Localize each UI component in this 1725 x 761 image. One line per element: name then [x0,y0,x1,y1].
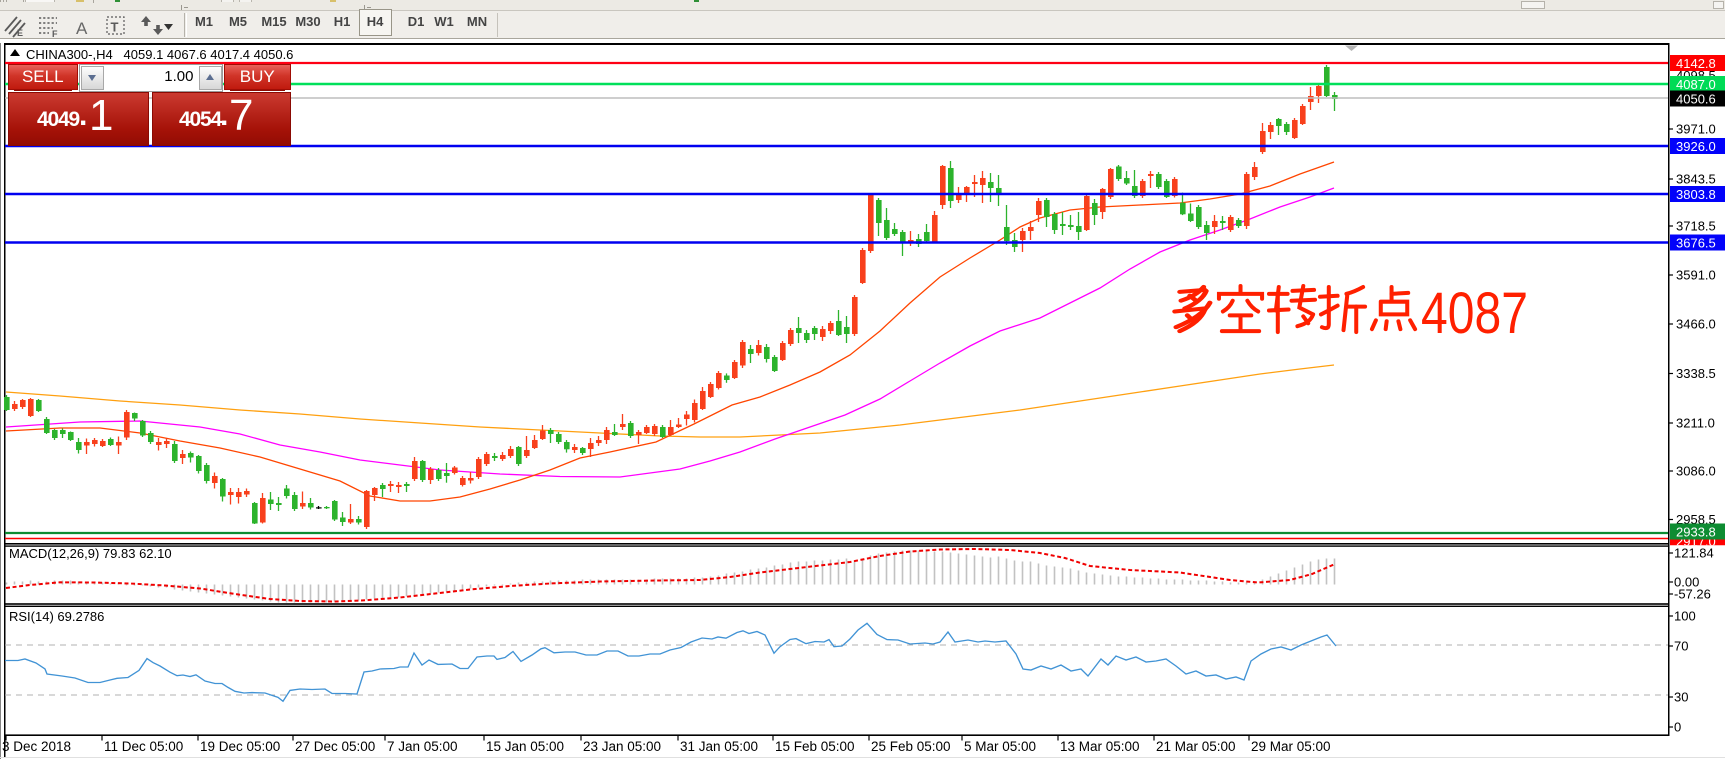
svg-text:19 Dec 05:00: 19 Dec 05:00 [200,739,280,754]
svg-text:25 Feb 05:00: 25 Feb 05:00 [871,739,951,754]
svg-text:0: 0 [1674,720,1681,735]
svg-text:15 Feb 05:00: 15 Feb 05:00 [775,739,855,754]
svg-text:3676.5: 3676.5 [1676,235,1716,250]
svg-text:3 Dec 2018: 3 Dec 2018 [2,739,71,754]
svg-text:100: 100 [1674,609,1696,624]
svg-text:2958.5: 2958.5 [1676,512,1716,527]
svg-text:11 Dec 05:00: 11 Dec 05:00 [104,739,183,754]
svg-text:121.84: 121.84 [1674,546,1714,561]
svg-text:3803.8: 3803.8 [1676,187,1716,202]
svg-text:-57.26: -57.26 [1674,587,1711,602]
svg-text:3466.0: 3466.0 [1676,317,1716,332]
svg-text:3843.5: 3843.5 [1676,172,1716,187]
svg-text:3591.0: 3591.0 [1676,268,1716,283]
svg-text:7 Jan 05:00: 7 Jan 05:00 [387,739,458,754]
svg-text:A: A [76,19,88,38]
svg-text:5 Mar 05:00: 5 Mar 05:00 [964,739,1036,754]
svg-text:4087.0: 4087.0 [1676,77,1716,92]
svg-text:RSI(14) 69.2786: RSI(14) 69.2786 [9,609,104,624]
svg-text:3926.0: 3926.0 [1676,139,1716,154]
svg-text:2917.0: 2917.0 [1676,534,1716,549]
svg-text:3718.5: 3718.5 [1676,219,1716,234]
svg-text:T: T [111,20,119,35]
svg-text:21 Mar 05:00: 21 Mar 05:00 [1156,739,1236,754]
svg-text:29 Mar 05:00: 29 Mar 05:00 [1251,739,1331,754]
svg-text:4050.6: 4050.6 [1676,91,1716,106]
svg-text:E: E [17,28,23,38]
svg-text:2933.8: 2933.8 [1676,524,1716,539]
svg-text:3086.0: 3086.0 [1676,464,1716,479]
svg-text:27 Dec 05:00: 27 Dec 05:00 [295,739,375,754]
svg-text:MACD(12,26,9) 79.83 62.10: MACD(12,26,9) 79.83 62.10 [9,546,172,561]
svg-text:F: F [52,29,58,39]
svg-text:3211.0: 3211.0 [1676,416,1715,431]
svg-text:4087: 4087 [1421,281,1528,346]
svg-text:4142.8: 4142.8 [1676,56,1716,71]
svg-text:3338.5: 3338.5 [1676,366,1716,381]
svg-text:13 Mar 05:00: 13 Mar 05:00 [1060,739,1140,754]
svg-text:70: 70 [1674,639,1688,654]
svg-text:0.00: 0.00 [1674,575,1699,590]
svg-text:3971.0: 3971.0 [1676,122,1716,137]
svg-text:31 Jan 05:00: 31 Jan 05:00 [680,739,758,754]
svg-text:30: 30 [1674,690,1688,705]
svg-text:15 Jan 05:00: 15 Jan 05:00 [486,739,564,754]
svg-text:23 Jan 05:00: 23 Jan 05:00 [583,739,661,754]
